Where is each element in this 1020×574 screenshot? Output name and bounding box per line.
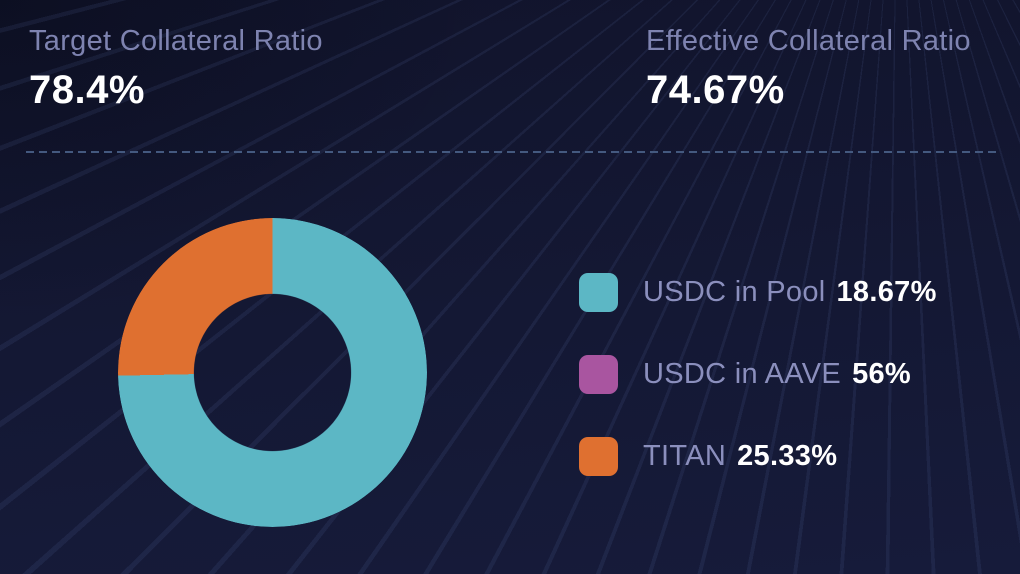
legend-label-titan: TITAN xyxy=(643,440,727,472)
donut-chart xyxy=(118,218,427,527)
legend-item-usdc-aave: USDC in AAVE 56% xyxy=(579,355,937,394)
legend-swatch-usdc-aave xyxy=(579,355,618,394)
effective-collateral-label: Effective Collateral Ratio xyxy=(646,25,971,57)
legend-item-usdc-pool: USDC in Pool 18.67% xyxy=(579,273,937,312)
target-collateral-value: 78.4% xyxy=(29,67,145,112)
legend-swatch-titan xyxy=(579,437,618,476)
legend-value-usdc-pool: 18.67% xyxy=(836,276,937,308)
effective-collateral-value: 74.67% xyxy=(646,67,785,112)
effective-collateral-stat: Effective Collateral Ratio 74.67% xyxy=(646,25,971,112)
legend-item-titan: TITAN 25.33% xyxy=(579,437,937,476)
legend-value-usdc-aave: 56% xyxy=(852,358,912,390)
donut-hole xyxy=(194,294,351,451)
chart-legend: USDC in Pool 18.67% USDC in AAVE 56% TIT… xyxy=(579,273,937,476)
legend-value-titan: 25.33% xyxy=(737,440,838,472)
target-collateral-stat: Target Collateral Ratio 78.4% xyxy=(29,25,323,112)
legend-label-usdc-pool: USDC in Pool xyxy=(643,276,826,308)
legend-label-usdc-aave: USDC in AAVE xyxy=(643,358,842,390)
legend-swatch-usdc-pool xyxy=(579,273,618,312)
target-collateral-label: Target Collateral Ratio xyxy=(29,25,323,57)
dashed-divider xyxy=(26,151,997,153)
